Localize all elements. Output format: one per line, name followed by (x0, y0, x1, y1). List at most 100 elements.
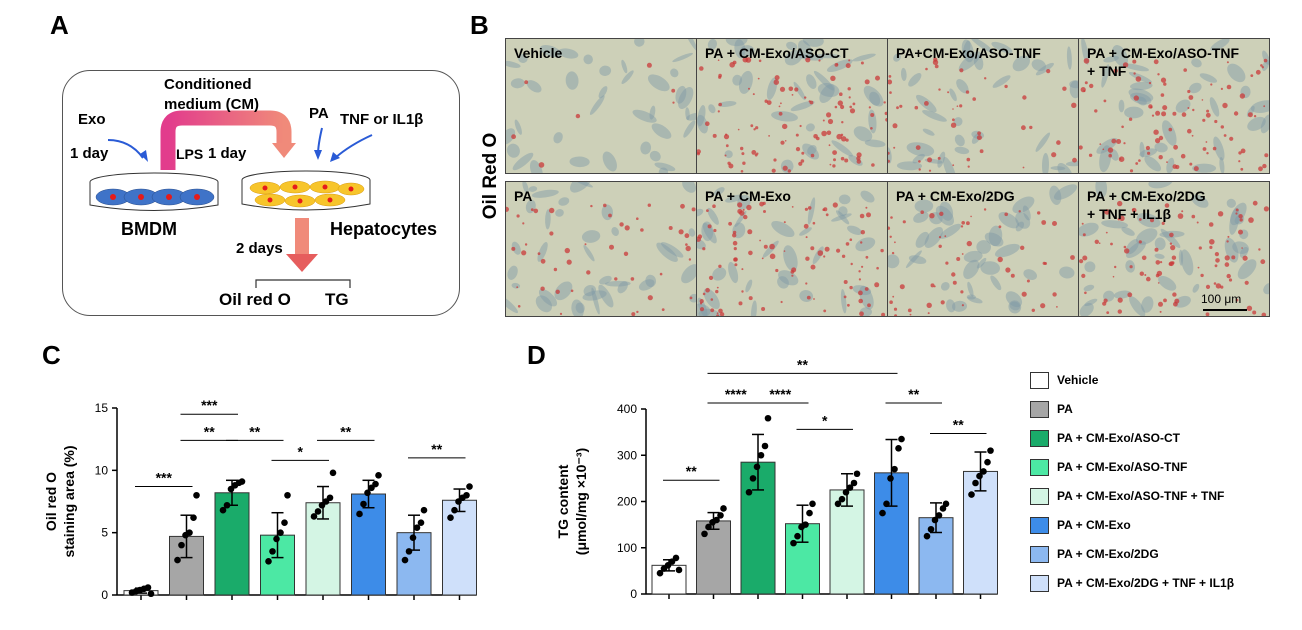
data-point (265, 558, 272, 565)
data-point (372, 480, 379, 488)
data-point (984, 458, 991, 466)
data-point (713, 516, 720, 524)
data-point (883, 500, 890, 508)
data-point (447, 514, 454, 522)
legend-label: PA + CM-Exo/2DG (1057, 547, 1159, 561)
micrograph-label: PA + CM-Exo/2DG + TNF + IL1β (1087, 187, 1206, 223)
data-point (749, 475, 757, 482)
legend-label: PA + CM-Exo/ASO-CT (1057, 431, 1181, 445)
data-point (850, 479, 858, 487)
data-point (466, 483, 473, 490)
significance-label: **** (725, 386, 747, 402)
data-point (417, 519, 425, 526)
data-point (790, 539, 797, 547)
data-point (409, 534, 417, 541)
micrograph-label-line2: + TNF + IL1β (1087, 206, 1172, 222)
micrograph-tile: PA (505, 181, 697, 317)
data-point (223, 501, 231, 509)
data-point (720, 505, 727, 512)
pa-label: PA (309, 105, 329, 122)
panel-letter-b: B (470, 10, 489, 40)
legend-label: PA + CM-Exo/ASO-TNF (1057, 460, 1188, 474)
data-point (451, 506, 458, 514)
bar (442, 499, 477, 596)
y-tick-label: 0 (101, 588, 108, 602)
bar (214, 492, 250, 596)
two-day-arrow-head (286, 254, 318, 272)
cm-arrowhead (272, 143, 296, 158)
data-point (281, 519, 288, 526)
oil-red-o-readout: Oil red O (219, 290, 291, 309)
data-point (360, 500, 367, 508)
data-point (745, 488, 753, 496)
micrograph-tile: PA + CM-Exo/ASO-CT (696, 38, 888, 174)
y-tick-label: 300 (617, 448, 637, 462)
micrograph-tile: PA + CM-Exo/2DG + TNF + IL1β 100 μm (1078, 181, 1270, 317)
data-point (356, 510, 363, 518)
data-point (931, 516, 939, 524)
data-point (891, 465, 898, 473)
data-point (326, 494, 334, 502)
two-days-label: 2 days (236, 240, 283, 257)
data-point (809, 500, 816, 508)
legend-swatch (1030, 517, 1049, 534)
micrograph-tile: PA+CM-Exo/ASO-TNF (887, 38, 1079, 174)
data-point (238, 478, 246, 485)
data-point (705, 523, 712, 531)
micrograph-tile: PA + CM-Exo (696, 181, 888, 317)
data-point (314, 508, 322, 515)
legend-label: Vehicle (1057, 373, 1099, 387)
micrograph-tile: Vehicle (505, 38, 697, 174)
significance-label: ** (340, 423, 351, 439)
data-point (834, 500, 842, 508)
exo-arrowhead (140, 150, 148, 162)
micrograph-label-line1: PA + CM-Exo/ASO-TNF (1087, 45, 1240, 61)
significance-label: *** (156, 470, 173, 486)
data-point (273, 535, 280, 543)
cm-arrow (160, 110, 292, 170)
data-point (838, 495, 846, 503)
legend-swatch (1030, 430, 1049, 447)
data-point (375, 472, 382, 479)
micrograph-label: Vehicle (514, 44, 562, 62)
readout-bracket (255, 279, 351, 288)
lps-label: LPS (176, 146, 204, 162)
data-point (942, 500, 950, 508)
legend-swatch (1030, 459, 1049, 476)
y-tick-label: 200 (617, 495, 637, 509)
data-point (802, 521, 809, 528)
data-point (174, 556, 181, 564)
y-tick-label: 5 (101, 526, 108, 540)
data-point (147, 590, 155, 598)
y-tick-label: 15 (95, 401, 109, 415)
oil-red-o-row-label: Oil Red O (480, 132, 501, 220)
cm-label-line1: Conditioned (164, 76, 252, 93)
legend-label: PA + CM-Exo/2DG + TNF + IL1β (1057, 576, 1235, 590)
data-point (806, 509, 813, 517)
micrograph-label-line1: PA+CM-Exo/ASO-TNF (896, 45, 1041, 61)
legend-swatch (1030, 546, 1049, 563)
bar (351, 493, 386, 596)
significance-label: ** (204, 423, 215, 439)
bmdm-cells (95, 188, 215, 206)
data-point (672, 554, 680, 562)
data-point (717, 512, 724, 519)
data-point (329, 469, 337, 477)
data-point (186, 529, 193, 536)
significance-label: ** (686, 463, 697, 479)
legend-swatch (1030, 575, 1049, 592)
data-point (895, 445, 902, 452)
panel-letter-a: A (50, 10, 69, 40)
data-point (972, 479, 979, 487)
data-point (753, 463, 761, 471)
data-point (193, 491, 200, 499)
micrograph-label-line1: PA (514, 188, 533, 204)
micrograph-label-line1: Vehicle (514, 45, 563, 61)
legend-swatch (1030, 488, 1049, 505)
y-axis-label-line2: staining area (%) (61, 445, 77, 557)
data-point (463, 491, 470, 499)
data-point (190, 514, 197, 522)
data-point (413, 524, 421, 531)
micrograph-label: PA + CM-Exo (705, 187, 791, 205)
